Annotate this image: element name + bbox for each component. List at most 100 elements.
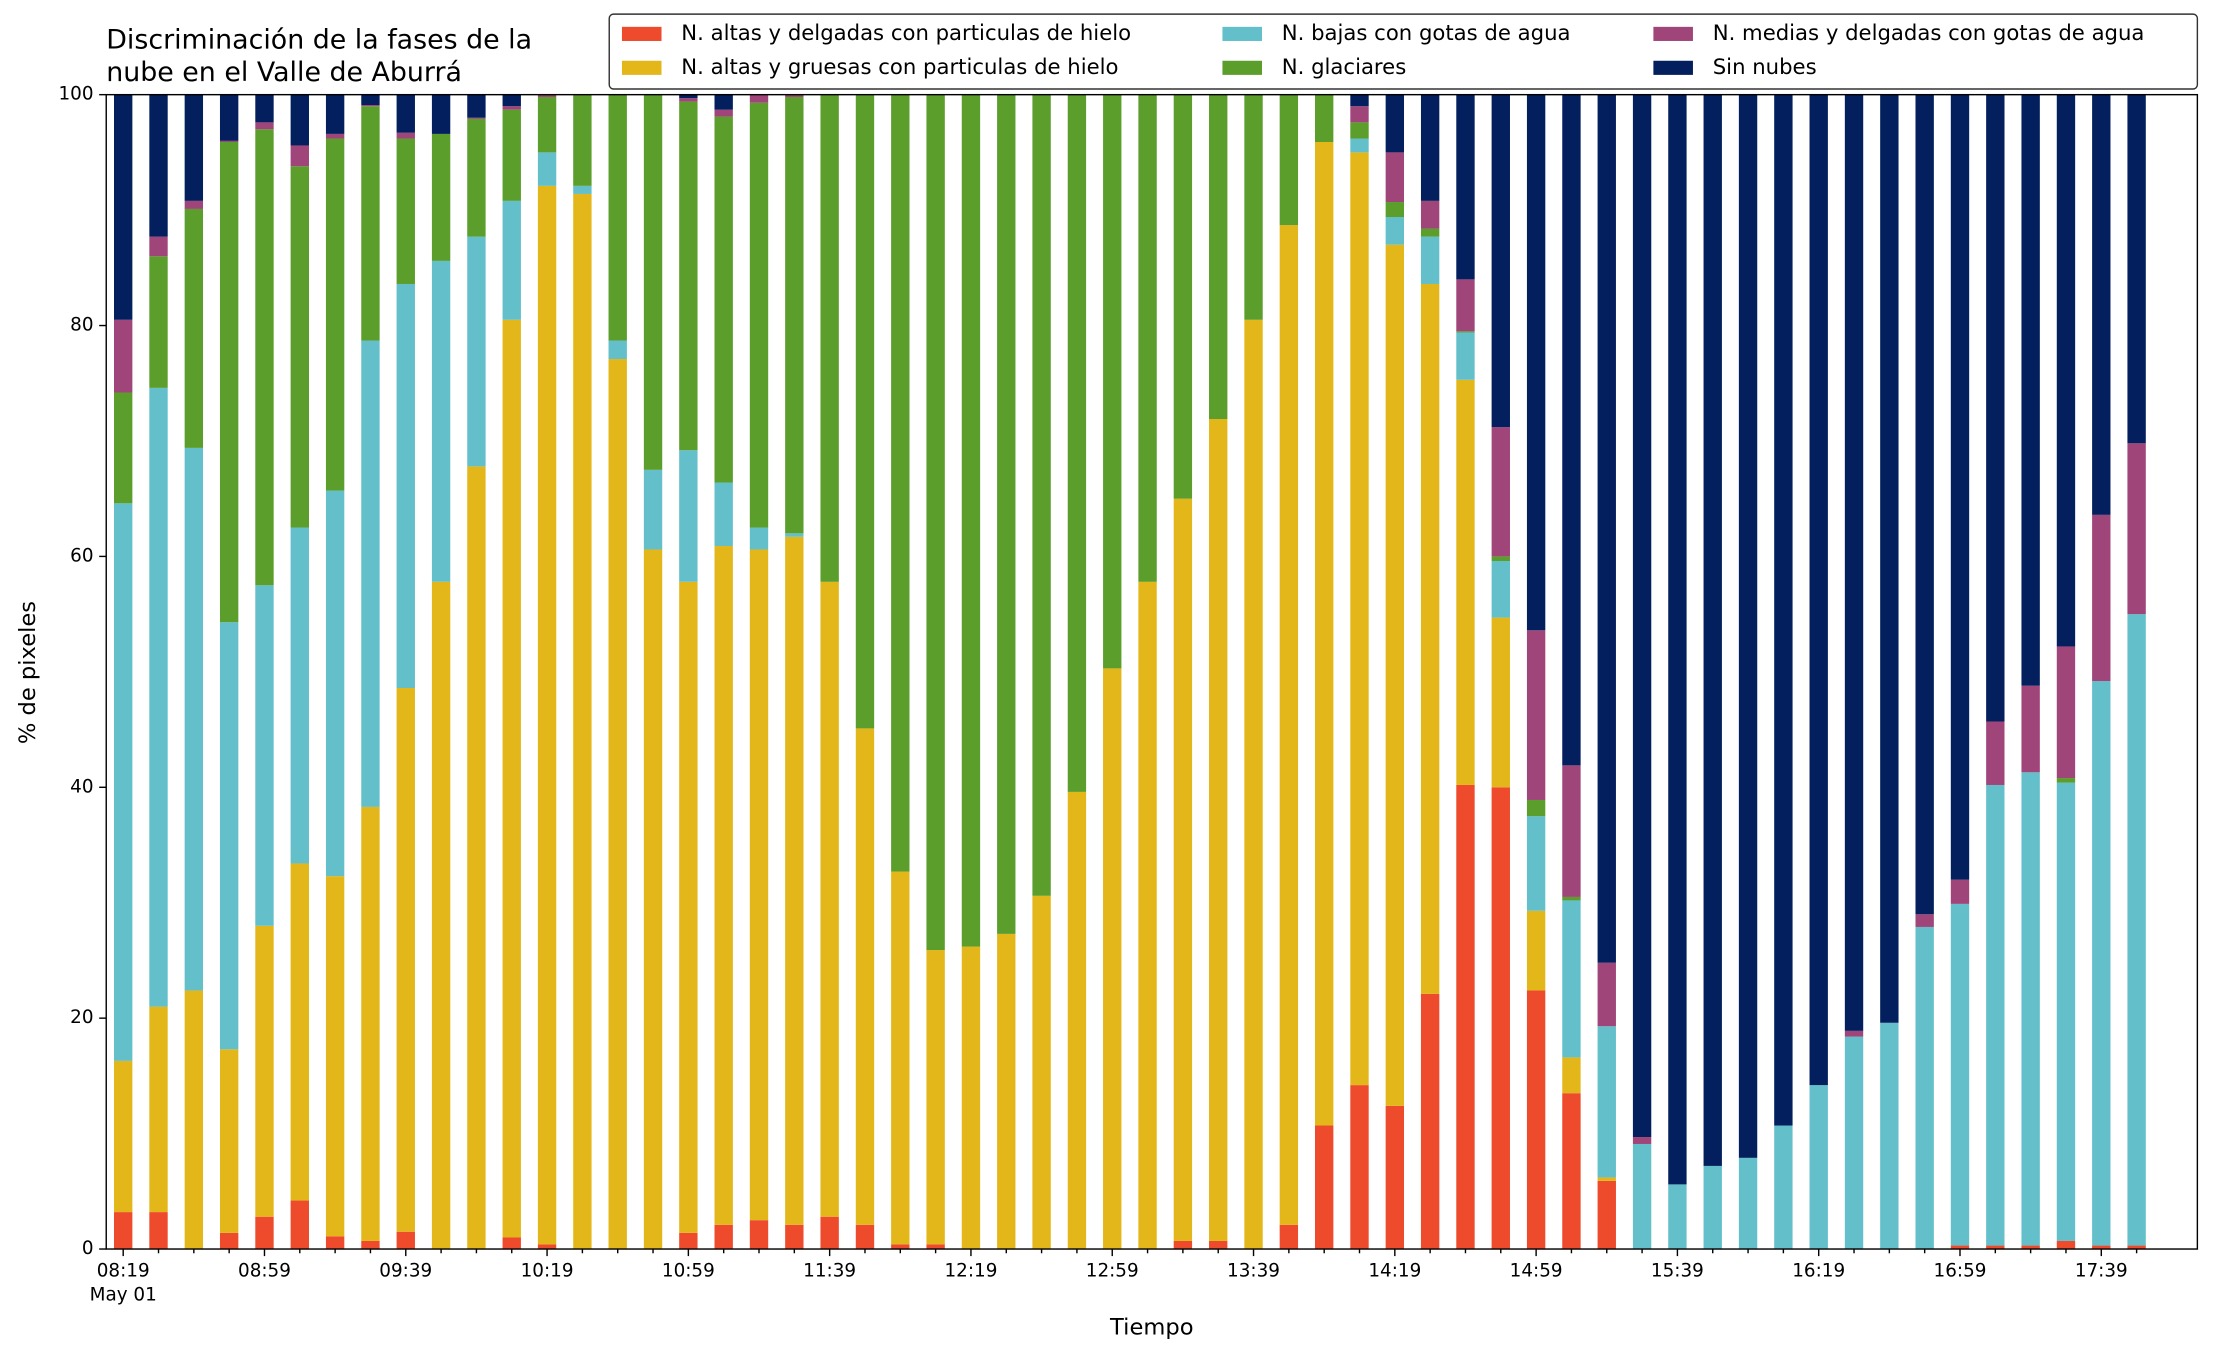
x-tick-label: 10:59 (662, 1261, 715, 1282)
legend-label: N. altas y delgadas con particulas de hi… (681, 20, 1131, 45)
bar-segment (467, 236, 486, 467)
bar-segment (149, 94, 168, 237)
bar-segment (1597, 1180, 1616, 1250)
bar-segment (1350, 138, 1369, 153)
bar-segment (785, 533, 804, 537)
bar-segment (219, 94, 239, 141)
bar-segment (1456, 331, 1475, 333)
bar-segment (1456, 279, 1475, 332)
bar-segment (467, 118, 486, 237)
bar-segment (573, 185, 592, 194)
y-tick-label: 40 (70, 776, 93, 797)
bar-segment (997, 933, 1016, 1250)
bar-segment (1915, 926, 1934, 1250)
bar-segment (537, 1244, 557, 1250)
bar-segment (2092, 94, 2111, 515)
bar-segment (2127, 94, 2146, 444)
legend-swatch (621, 60, 662, 75)
bar-segment (1209, 419, 1228, 1241)
bar-segment (149, 256, 168, 388)
y-tick-label: 20 (70, 1007, 93, 1028)
bar-segment (219, 1232, 239, 1250)
bar-segment (1032, 895, 1051, 1250)
bar-segment (1350, 122, 1369, 139)
bar-segment (1562, 900, 1581, 1058)
bar-segment (1774, 94, 1793, 1126)
bar-segment (1844, 1030, 1864, 1037)
bar-segment (1456, 379, 1475, 785)
legend-label: Sin nubes (1713, 54, 1817, 79)
bar-segment (608, 340, 627, 360)
bar-segment (1385, 217, 1405, 245)
bar-segment (1138, 94, 1157, 582)
bar-segment (1597, 1177, 1616, 1181)
bar-segment (361, 806, 380, 1241)
bar-segment (361, 1240, 380, 1250)
bar-segment (1844, 1036, 1864, 1250)
bar-segment (1456, 784, 1475, 1250)
bar-segment (1562, 94, 1581, 766)
bar-segment (325, 138, 345, 491)
bar-segment (255, 925, 274, 1217)
bar-segment (643, 94, 663, 470)
bar-segment (961, 946, 981, 1250)
bar-segment (1738, 94, 1758, 1158)
bar-segment (785, 94, 804, 97)
bar-segment (537, 152, 557, 186)
bar-segment (290, 94, 309, 146)
bar-segment (2092, 514, 2111, 682)
x-tick-label: 10:19 (521, 1261, 574, 1282)
bar-segment (1526, 630, 1546, 800)
bar-segment (714, 1224, 733, 1250)
bar-segment (1209, 94, 1228, 420)
bar-segment (361, 106, 380, 341)
bar-segment (1244, 319, 1263, 1250)
bar-segment (1420, 200, 1440, 229)
bar-segment (1950, 94, 1970, 880)
bar-segment (1067, 94, 1087, 792)
bar-segment (1950, 879, 1970, 904)
bar-segment (1668, 94, 1687, 1185)
bar-segment (1986, 721, 2005, 785)
bar-segment (1880, 1022, 1899, 1250)
bar-segment (820, 94, 839, 582)
bar-segment (749, 102, 769, 528)
bar-segment (325, 876, 345, 1237)
bar-segment (1526, 910, 1546, 991)
bar-segment (1703, 1165, 1722, 1250)
bar-segment (114, 392, 133, 504)
bar-segment (255, 585, 274, 926)
bar-segment (926, 1244, 945, 1250)
bar-segment (396, 283, 415, 689)
legend-swatch (1653, 26, 1693, 41)
bar-segment (149, 1006, 168, 1213)
bar-segment (891, 1244, 910, 1250)
bar-segment (1597, 94, 1616, 963)
bar-segment (396, 94, 415, 133)
bar-segment (2127, 1245, 2146, 1250)
bar-segment (1420, 94, 1440, 201)
bar-segment (502, 1237, 521, 1250)
date-label: May 01 (90, 1285, 157, 1306)
bar-segment (149, 1212, 168, 1250)
bar-segment (255, 122, 274, 130)
x-tick-label: 12:19 (944, 1261, 997, 1282)
bar-segment (114, 94, 133, 320)
x-tick-label: 14:19 (1368, 1261, 1421, 1282)
bar-segment (149, 236, 168, 257)
x-tick-label: 09:39 (379, 1261, 432, 1282)
legend-swatch (1222, 26, 1263, 41)
bar-segment (573, 193, 592, 1250)
bar-segment (2056, 646, 2076, 779)
bar-segment (1950, 903, 1970, 1246)
bar-segment (1844, 94, 1864, 1031)
bar-segment (1209, 1240, 1228, 1250)
bar-segment (1562, 896, 1581, 901)
bar-segment (1986, 94, 2005, 722)
bar-segment (785, 536, 804, 1225)
bar-segment (714, 546, 733, 1225)
bar-segment (2021, 772, 2040, 1246)
bar-segment (1032, 94, 1051, 896)
bar-segment (2021, 1245, 2040, 1250)
bar-segment (820, 581, 839, 1217)
